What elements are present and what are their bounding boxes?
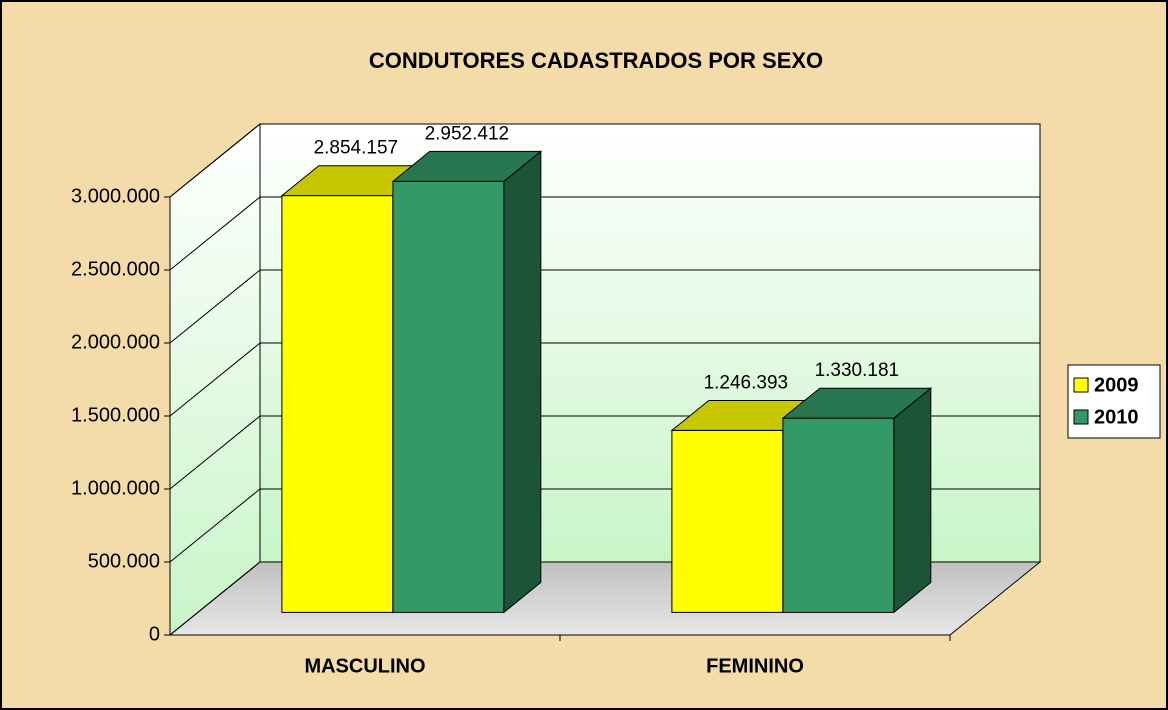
y-tick-label: 2.000.000 bbox=[71, 331, 160, 353]
x-tick-label: MASCULINO bbox=[304, 655, 425, 677]
bar-side bbox=[893, 387, 932, 614]
y-tick-label: 3.000.000 bbox=[71, 185, 160, 207]
bar bbox=[391, 150, 543, 614]
bar-side bbox=[503, 150, 542, 614]
grid-line bbox=[169, 196, 1040, 271]
y-tick-label: 0 bbox=[149, 623, 160, 645]
grid-line bbox=[169, 269, 1040, 344]
x-tick-label: FEMININO bbox=[706, 655, 804, 677]
y-tick-label: 1.500.000 bbox=[71, 404, 160, 426]
legend-swatch bbox=[1073, 377, 1089, 393]
bar-front bbox=[782, 417, 895, 613]
chart-title: CONDUTORES CADASTRADOS POR SEXO bbox=[369, 48, 823, 73]
data-label: 2.952.412 bbox=[425, 123, 510, 144]
y-tick-label: 500.000 bbox=[88, 550, 160, 572]
bar-front bbox=[671, 429, 784, 613]
y-tick-label: 1.000.000 bbox=[71, 477, 160, 499]
grid-line bbox=[169, 342, 1040, 417]
bar-front bbox=[281, 195, 394, 613]
bar-top bbox=[391, 150, 543, 182]
plot: 0 500.000 1.000.000 1.500.000 2.000.000 2.500… bbox=[71, 122, 1042, 677]
y-tick-label: 2.500.000 bbox=[71, 258, 160, 280]
bar-front bbox=[392, 180, 505, 613]
legend-label: 2009 bbox=[1094, 374, 1139, 396]
bar-top bbox=[781, 387, 933, 419]
data-label: 2.854.157 bbox=[314, 138, 399, 159]
legend-label: 2010 bbox=[1094, 406, 1139, 428]
data-label: 1.330.181 bbox=[815, 360, 900, 381]
legend bbox=[1067, 364, 1161, 439]
bar bbox=[781, 387, 933, 614]
grid-line bbox=[169, 123, 1040, 198]
data-label: 1.246.393 bbox=[704, 372, 789, 393]
legend-swatch bbox=[1073, 409, 1089, 425]
